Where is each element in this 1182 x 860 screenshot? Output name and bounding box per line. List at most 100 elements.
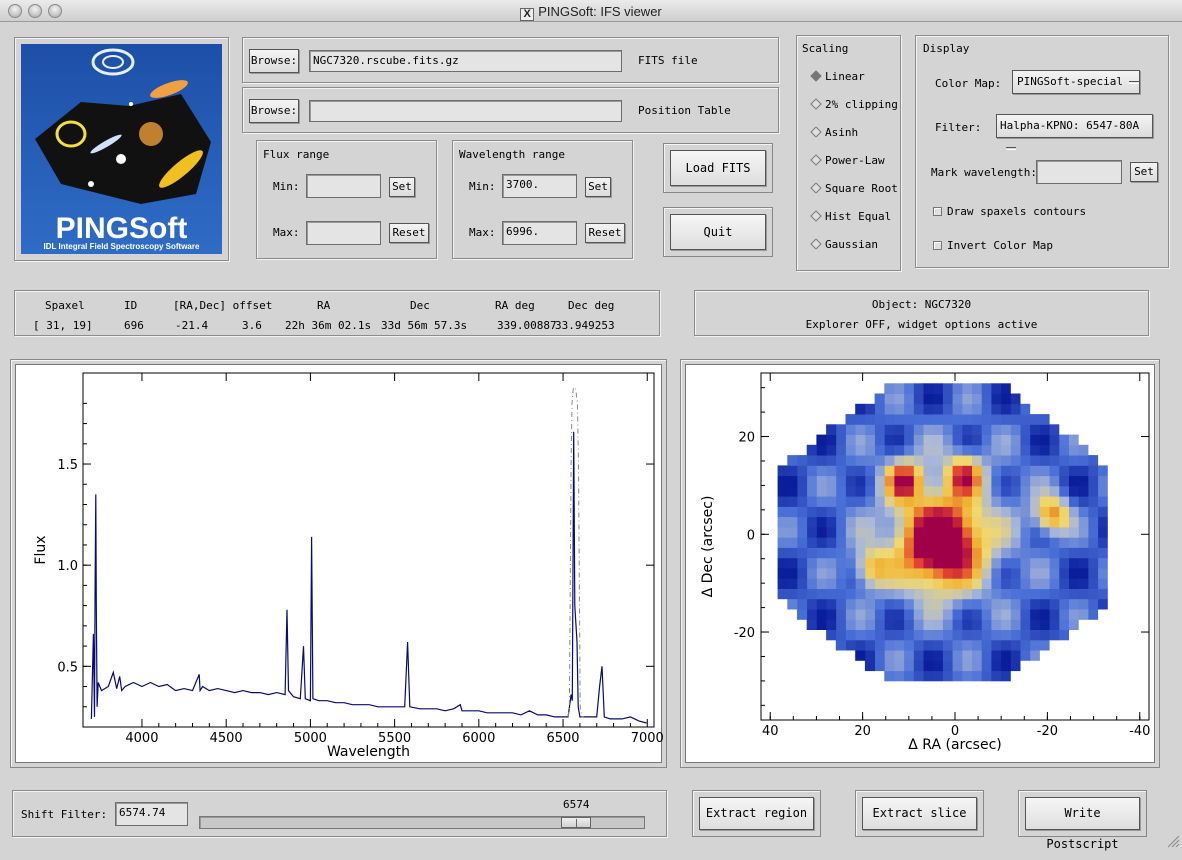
scaling-radio-2[interactable]: [810, 126, 822, 138]
load-fits-button[interactable]: Load FITS: [670, 150, 766, 186]
heatmap-cell: [835, 557, 846, 569]
shift-slider-thumb[interactable]: [560, 817, 591, 828]
heatmap-cell: [1000, 496, 1011, 507]
heatmap-cell: [923, 568, 934, 579]
shift-filter-label: Shift Filter:: [21, 808, 108, 821]
heatmap-cell: [1039, 588, 1050, 600]
heatmap-cell: [903, 496, 914, 507]
heatmap-cell: [932, 383, 943, 394]
draw-contours-label: Draw spaxels contours: [947, 205, 1087, 218]
heatmap-cell: [884, 393, 895, 405]
x-tick-label: 7000: [631, 731, 663, 746]
heatmap-cell: [894, 578, 905, 589]
map-canvas[interactable]: 40 20 0 -20 -40 20 0 -20 Δ RA (arcsec) Δ Dec (arc…: [685, 364, 1155, 763]
heatmap-cell: [913, 485, 924, 497]
invert-colormap-checkbox[interactable]: [933, 241, 942, 250]
write-postscript-button[interactable]: Write Postscript: [1025, 797, 1140, 851]
flux-min-input[interactable]: [306, 174, 381, 198]
scaling-radio-4[interactable]: [810, 182, 822, 194]
heatmap-cell: [884, 465, 895, 477]
heatmap-cell: [903, 414, 914, 425]
heatmap-cell: [913, 403, 924, 415]
wavelength-reset-button[interactable]: Reset: [585, 223, 625, 243]
minimize-window-button[interactable]: [28, 4, 42, 18]
heatmap-cell: [1000, 444, 1011, 456]
position-table-label: Position Table: [638, 104, 731, 117]
galaxy-icon: [35, 48, 211, 204]
heatmap-cell: [923, 537, 934, 548]
heatmap-cell: [787, 496, 798, 507]
flux-set-button[interactable]: Set: [389, 177, 415, 197]
shift-filter-input[interactable]: 6574.74: [115, 802, 188, 826]
heatmap-cell: [845, 629, 856, 641]
scaling-radio-5[interactable]: [810, 210, 822, 222]
heatmap-cell: [816, 455, 827, 466]
heatmap-cell: [797, 527, 808, 538]
resize-grip-icon[interactable]: [1166, 834, 1180, 848]
heatmap-cell: [1010, 475, 1021, 487]
mark-wavelength-input[interactable]: [1036, 160, 1122, 184]
heatmap-cell: [806, 485, 817, 497]
heatmap-cell: [1000, 403, 1011, 415]
scaling-option-label: Linear: [825, 70, 865, 83]
heatmap-cell: [1000, 578, 1011, 589]
heatmap-cell: [1068, 434, 1079, 446]
browse-fits-button[interactable]: Browse:: [249, 49, 299, 73]
heatmap-cell: [923, 588, 934, 600]
mark-wavelength-set-button[interactable]: Set: [1130, 162, 1158, 182]
wavelength-min-input[interactable]: 3700.: [502, 174, 577, 198]
wavelength-max-input[interactable]: 6996.: [502, 221, 577, 245]
heatmap-cell: [1068, 578, 1079, 589]
filter-dropdown[interactable]: Halpha-KPNO: 6547-80A: [996, 114, 1153, 150]
info-header: RA: [317, 299, 331, 312]
extract-slice-button[interactable]: Extract slice: [862, 797, 977, 830]
heatmap-cell: [1010, 557, 1021, 569]
close-window-button[interactable]: [8, 4, 22, 18]
heatmap-cell: [932, 516, 943, 528]
heatmap-cell: [961, 670, 972, 682]
heatmap-cell: [1049, 629, 1060, 641]
heatmap-cell: [884, 424, 895, 435]
heatmap-cell: [1020, 516, 1031, 528]
colormap-dropdown[interactable]: PINGSoft-special: [1012, 70, 1140, 94]
heatmap-cell: [874, 547, 885, 559]
heatmap-cell: [932, 578, 943, 589]
flux-reset-button[interactable]: Reset: [389, 223, 429, 243]
heatmap-cell: [894, 465, 905, 477]
heatmap-cell: [1010, 516, 1021, 528]
heatmap-cell: [1029, 609, 1040, 620]
heatmap-cell: [942, 485, 953, 497]
quit-button[interactable]: Quit: [670, 214, 766, 250]
heatmap-cell: [971, 619, 982, 630]
spectrum-canvas[interactable]: 4000 4500 5000 5500 6000 6500 7000 0.5 1.0 1.5 Wav…: [15, 364, 664, 763]
scaling-radio-1[interactable]: [810, 98, 822, 110]
fits-file-row: Browse: NGC7320.rscube.fits.gz FITS file: [242, 37, 779, 83]
scaling-radio-3[interactable]: [810, 154, 822, 166]
heatmap-cell: [826, 516, 837, 528]
shift-slider-track[interactable]: [199, 816, 645, 829]
draw-contours-checkbox[interactable]: [933, 207, 942, 216]
extract-region-button[interactable]: Extract region: [699, 797, 814, 830]
heatmap-cell: [1029, 619, 1040, 630]
flux-max-input[interactable]: [306, 221, 381, 245]
position-table-input[interactable]: [309, 100, 622, 122]
heatmap-cell: [826, 578, 837, 589]
heatmap-cell: [845, 414, 856, 425]
heatmap-cell: [942, 424, 953, 435]
heatmap-cell: [923, 485, 934, 497]
heatmap-cell: [1078, 598, 1089, 610]
heatmap-cell: [1058, 455, 1069, 466]
heatmap-cell: [952, 568, 963, 579]
heatmap-cell: [855, 414, 866, 425]
heatmap-cell: [991, 496, 1002, 507]
scaling-radio-0[interactable]: [810, 70, 822, 82]
fits-file-input[interactable]: NGC7320.rscube.fits.gz: [309, 50, 622, 72]
heatmap-cell: [932, 485, 943, 497]
wavelength-set-button[interactable]: Set: [585, 177, 611, 197]
scaling-radio-6[interactable]: [810, 238, 822, 250]
info-value: 22h 36m 02.1s: [285, 319, 372, 332]
heatmap-cell: [1000, 609, 1011, 620]
heatmap-cell: [1068, 588, 1079, 600]
browse-position-button[interactable]: Browse:: [249, 99, 299, 123]
zoom-window-button[interactable]: [48, 4, 62, 18]
